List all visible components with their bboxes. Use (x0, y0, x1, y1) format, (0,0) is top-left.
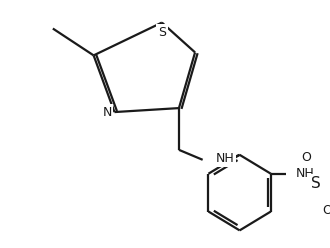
Text: S: S (312, 176, 321, 191)
Text: NH: NH (295, 167, 314, 180)
Text: O: O (322, 204, 330, 217)
Text: O: O (301, 151, 311, 164)
Text: N: N (102, 106, 112, 119)
Text: NH: NH (216, 152, 235, 165)
Text: S: S (158, 26, 166, 38)
